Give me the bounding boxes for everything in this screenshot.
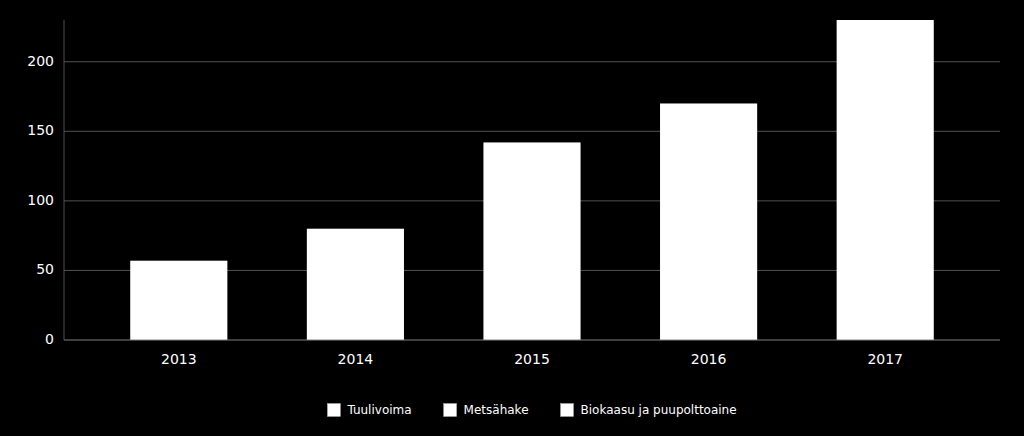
legend-label: Biokaasu ja puupolttoaine: [581, 403, 737, 417]
legend-item: Biokaasu ja puupolttoaine: [561, 403, 737, 417]
y-tick-label: 200: [27, 53, 54, 69]
y-tick-label: 0: [45, 331, 54, 347]
bar: [130, 261, 227, 340]
y-tick-label: 50: [36, 261, 54, 277]
legend-label: Tuulivoima: [346, 403, 411, 417]
bar: [483, 142, 580, 340]
bar: [307, 229, 404, 340]
chart-container: 0 50 100 150 200 2013 2014 2015 2016 2017 Tuulivoi…: [0, 0, 1024, 436]
x-tick-label: 2017: [867, 351, 903, 367]
bar: [837, 20, 934, 340]
x-tick-label: 2016: [691, 351, 727, 367]
legend-swatch: [444, 404, 457, 417]
x-tick-label: 2015: [514, 351, 550, 367]
x-tick-label: 2013: [161, 351, 197, 367]
x-axis-line: [64, 340, 1000, 341]
y-ticks: 0 50 100 150 200: [27, 53, 54, 347]
legend-swatch: [327, 404, 340, 417]
y-tick-label: 100: [27, 192, 54, 208]
grid-line: [64, 340, 1000, 341]
legend-swatch: [561, 404, 574, 417]
legend: Tuulivoima Metsähake Biokaasu ja puupoltto…: [327, 403, 736, 417]
y-tick-label: 150: [27, 122, 54, 138]
y-axis-line: [64, 20, 65, 340]
chart: 0 50 100 150 200 2013 2014 2015 2016 2017 Tuulivoi…: [0, 0, 1024, 436]
x-ticks: 2013 2014 2015 2016 2017: [161, 351, 903, 367]
legend-label: Metsähake: [464, 403, 529, 417]
legend-item: Metsähake: [444, 403, 529, 417]
bar: [660, 103, 757, 340]
x-tick-label: 2014: [338, 351, 374, 367]
bars: [130, 20, 934, 340]
legend-item: Tuulivoima: [327, 403, 411, 417]
